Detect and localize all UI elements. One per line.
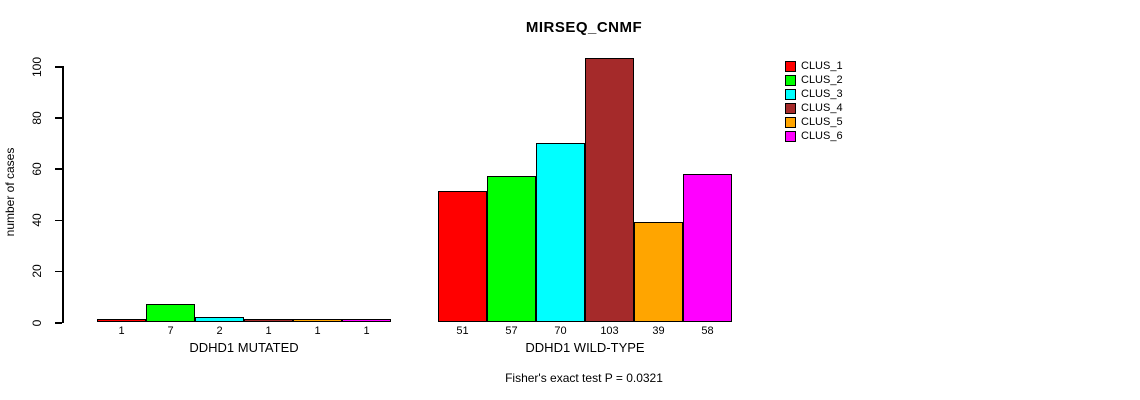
legend: CLUS_1 CLUS_2 CLUS_3 CLUS_4 CLUS_5 CLUS_6 bbox=[785, 59, 843, 143]
legend-item-clus_4: CLUS_4 bbox=[785, 101, 843, 115]
legend-label: CLUS_4 bbox=[801, 102, 843, 114]
legend-swatch bbox=[785, 116, 796, 128]
bar-clus_2-ddhd1-wild-type bbox=[487, 176, 536, 322]
y-axis-tick-label: 40 bbox=[30, 213, 44, 227]
y-axis-label: number of cases bbox=[3, 147, 17, 237]
bar-value-label: 51 bbox=[456, 325, 469, 337]
bar-value-label: 2 bbox=[216, 325, 223, 337]
bar-clus_3-ddhd1-wild-type bbox=[536, 142, 585, 322]
legend-item-clus_6: CLUS_6 bbox=[785, 129, 843, 143]
legend-swatch bbox=[785, 130, 796, 142]
legend-item-clus_5: CLUS_5 bbox=[785, 115, 843, 129]
y-axis-tick bbox=[55, 322, 62, 324]
bar-clus_6-ddhd1-mutated bbox=[342, 319, 391, 322]
y-axis-tick-label: 60 bbox=[30, 162, 44, 176]
legend-item-clus_3: CLUS_3 bbox=[785, 87, 843, 101]
y-axis-tick-label: 80 bbox=[30, 111, 44, 125]
legend-swatch bbox=[785, 102, 796, 114]
y-axis-tick bbox=[55, 66, 62, 68]
y-axis-tick bbox=[55, 219, 62, 222]
bar-clus_3-ddhd1-mutated bbox=[195, 316, 244, 322]
bar-value-label: 7 bbox=[167, 325, 174, 337]
y-axis-line bbox=[62, 66, 64, 323]
legend-swatch bbox=[785, 74, 796, 86]
legend-label: CLUS_6 bbox=[801, 130, 843, 142]
legend-label: CLUS_2 bbox=[801, 74, 843, 86]
bar-value-label: 70 bbox=[554, 325, 567, 337]
bar-clus_2-ddhd1-mutated bbox=[146, 304, 195, 322]
y-axis-tick-label: 100 bbox=[30, 56, 44, 77]
bar-clus_4-ddhd1-mutated bbox=[244, 319, 293, 322]
bar-clus_1-ddhd1-mutated bbox=[97, 319, 146, 322]
bar-value-label: 1 bbox=[363, 325, 370, 337]
legend-item-clus_1: CLUS_1 bbox=[785, 59, 843, 73]
bar-value-label: 1 bbox=[265, 325, 272, 337]
bar-value-label: 57 bbox=[505, 325, 518, 337]
bar-value-label: 39 bbox=[652, 325, 665, 337]
bar-value-label: 58 bbox=[701, 325, 714, 337]
subtitle-stat: Fisher's exact test P = 0.0321 bbox=[505, 371, 663, 385]
y-axis-tick-label: 20 bbox=[30, 264, 44, 278]
legend-item-clus_2: CLUS_2 bbox=[785, 73, 843, 87]
y-axis-tick bbox=[55, 168, 62, 170]
group-label-ddhd1-mutated: DDHD1 MUTATED bbox=[189, 340, 299, 355]
y-axis-tick bbox=[55, 117, 62, 119]
bar-value-label: 1 bbox=[314, 325, 321, 337]
legend-swatch bbox=[785, 60, 796, 72]
legend-label: CLUS_1 bbox=[801, 60, 843, 72]
bar-clus_6-ddhd1-wild-type bbox=[683, 173, 732, 322]
bar-clus_5-ddhd1-mutated bbox=[293, 319, 342, 322]
bar-clus_4-ddhd1-wild-type bbox=[585, 58, 634, 322]
bar-value-label: 1 bbox=[118, 325, 125, 337]
legend-swatch bbox=[785, 88, 796, 100]
y-axis-tick-label: 0 bbox=[30, 319, 44, 326]
bar-clus_1-ddhd1-wild-type bbox=[438, 191, 487, 322]
chart-title: MIRSEQ_CNMF bbox=[525, 19, 643, 36]
bar-clus_5-ddhd1-wild-type bbox=[634, 222, 683, 322]
bar-value-label: 103 bbox=[600, 325, 619, 337]
legend-label: CLUS_3 bbox=[801, 88, 843, 100]
y-axis-tick bbox=[55, 270, 62, 273]
group-label-ddhd1-wild-type: DDHD1 WILD-TYPE bbox=[525, 340, 645, 355]
legend-label: CLUS_5 bbox=[801, 116, 843, 128]
